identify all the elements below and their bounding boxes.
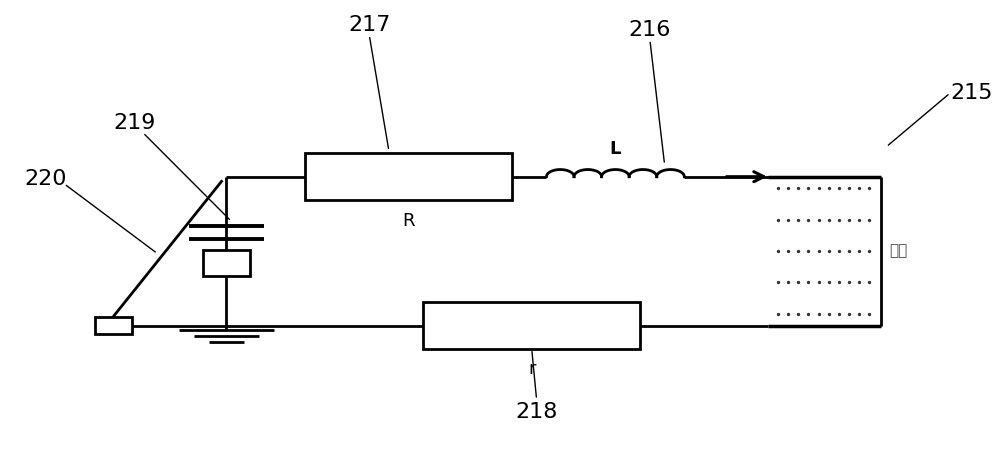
Text: 216: 216 xyxy=(629,20,671,40)
Text: R: R xyxy=(402,212,415,230)
Bar xyxy=(305,153,512,200)
Text: 土壤: 土壤 xyxy=(889,244,907,259)
Bar xyxy=(95,317,132,334)
Bar xyxy=(203,250,250,275)
Text: 218: 218 xyxy=(515,402,558,422)
Text: r: r xyxy=(528,360,535,379)
Text: L: L xyxy=(610,140,621,158)
Bar xyxy=(423,302,640,349)
Text: 215: 215 xyxy=(950,83,993,103)
Text: 219: 219 xyxy=(113,113,156,133)
Text: 220: 220 xyxy=(25,169,67,189)
Text: 217: 217 xyxy=(348,15,390,35)
